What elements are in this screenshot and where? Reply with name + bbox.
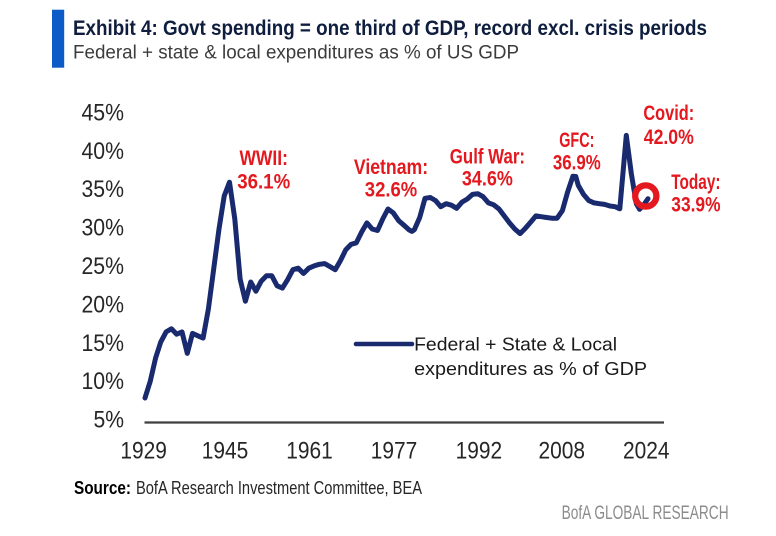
svg-text:35%: 35% <box>82 176 125 203</box>
svg-text:10%: 10% <box>82 368 125 395</box>
svg-text:1977: 1977 <box>371 438 418 465</box>
svg-text:1929: 1929 <box>120 438 167 465</box>
svg-text:Covid:: Covid: <box>643 102 694 125</box>
svg-text:32.6%: 32.6% <box>365 178 418 201</box>
svg-text:1945: 1945 <box>202 438 249 465</box>
svg-text:40%: 40% <box>82 138 125 165</box>
svg-text:2024: 2024 <box>623 438 670 465</box>
svg-text:BofA Research Investment Commi: BofA Research Investment Committee, BEA <box>136 477 423 498</box>
svg-text:Gulf War:: Gulf War: <box>450 145 525 168</box>
svg-text:42.0%: 42.0% <box>644 126 694 149</box>
svg-text:20%: 20% <box>82 291 125 318</box>
svg-text:Today:: Today: <box>671 171 720 194</box>
svg-text:34.6%: 34.6% <box>462 168 513 191</box>
svg-text:1992: 1992 <box>456 438 503 465</box>
svg-text:Federal + state & local expend: Federal + state & local expenditures as … <box>73 42 519 63</box>
svg-text:36.9%: 36.9% <box>553 152 601 175</box>
svg-text:30%: 30% <box>82 215 125 242</box>
svg-text:Source:: Source: <box>74 477 131 498</box>
svg-text:33.9%: 33.9% <box>671 194 720 217</box>
svg-text:25%: 25% <box>82 253 125 280</box>
svg-text:expenditures as % of GDP: expenditures as % of GDP <box>414 358 647 379</box>
svg-text:36.1%: 36.1% <box>237 171 290 194</box>
svg-text:45%: 45% <box>82 99 125 126</box>
svg-text:WWII:: WWII: <box>239 147 288 170</box>
svg-text:GFC:: GFC: <box>559 129 594 152</box>
svg-text:15%: 15% <box>82 330 125 357</box>
svg-text:1961: 1961 <box>286 438 333 465</box>
svg-text:Vietnam:: Vietnam: <box>354 156 428 179</box>
svg-text:5%: 5% <box>94 407 125 434</box>
svg-text:BofA GLOBAL RESEARCH: BofA GLOBAL RESEARCH <box>562 502 729 524</box>
svg-text:Federal + State & Local: Federal + State & Local <box>414 334 617 355</box>
svg-text:Exhibit 4: Govt spending = one: Exhibit 4: Govt spending = one third of … <box>73 16 707 40</box>
svg-text:2008: 2008 <box>538 438 585 465</box>
